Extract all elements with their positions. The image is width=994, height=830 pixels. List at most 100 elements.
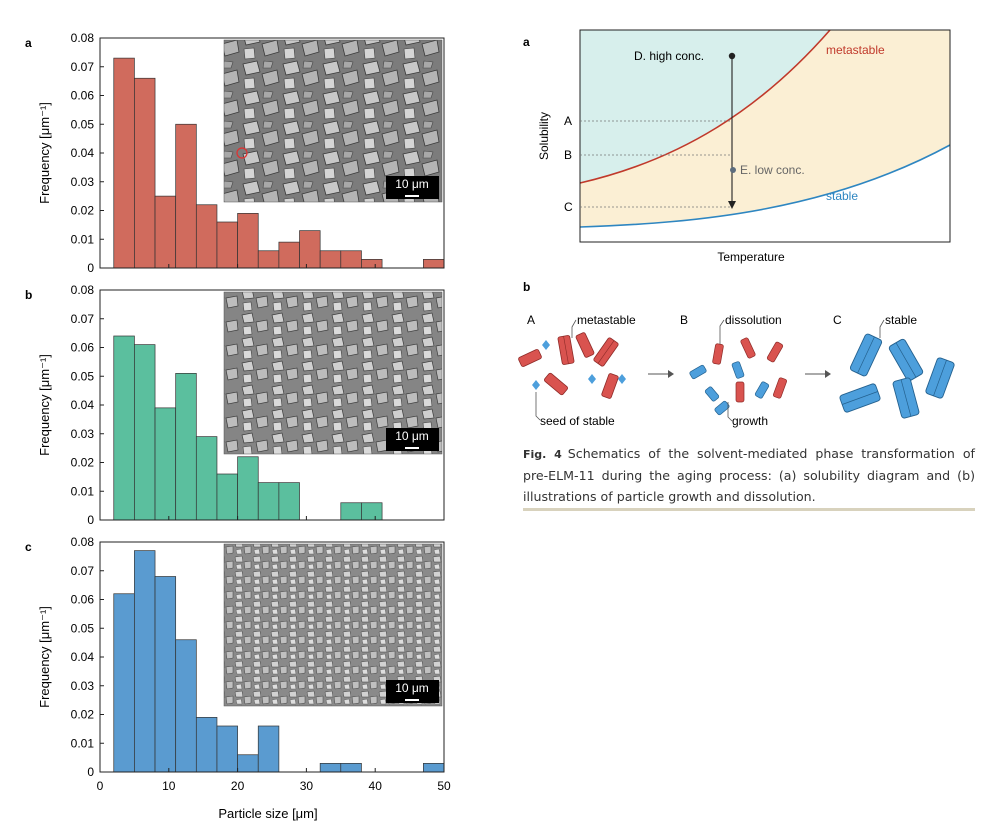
- histogram-bar: [237, 754, 259, 773]
- histogram-panel-a: 10 μm 0 0.01 0.02 0.03 0.04 0.05 0.06 0.07 0.08 a F…: [25, 31, 445, 275]
- histogram-bar: [216, 473, 238, 521]
- y-tick-label: 0.06: [71, 341, 95, 355]
- metastable-annotation: metastable: [577, 313, 636, 327]
- figure-caption: Fig. 4 Schematics of the solvent-mediated…: [523, 443, 975, 507]
- histogram-bar: [216, 221, 238, 269]
- solubility-diagram: a A B C D. high conc. E. low conc. metas…: [523, 29, 951, 264]
- histogram-bar: [340, 502, 362, 521]
- y-tick-label: 0.02: [71, 708, 95, 722]
- scalebar-label: 10 μm: [395, 429, 429, 443]
- growth-annotation: growth: [732, 414, 768, 428]
- stage-c-crystals: [839, 319, 955, 419]
- y-tick-label: 0.01: [71, 484, 95, 498]
- histogram-bar: [113, 57, 135, 269]
- metastable-curve: [579, 29, 831, 184]
- y-tick-label: 0.02: [71, 456, 95, 470]
- y-tick-label: 0.02: [71, 204, 95, 218]
- metastable-curve-label: metastable: [826, 43, 885, 57]
- histogram-bar: [319, 763, 342, 773]
- y-tick-label: 0.01: [71, 736, 95, 750]
- y-tick-label: 0.05: [71, 369, 95, 383]
- panel-letter: b: [25, 288, 32, 302]
- histogram-bar: [340, 250, 362, 269]
- sem-micrograph: [223, 543, 443, 707]
- point-e-label: E. low conc.: [740, 163, 805, 177]
- histogram-bar: [361, 259, 383, 269]
- y-axis-label: Frequency [μm⁻¹]: [37, 606, 52, 708]
- x-tick-label: 0: [97, 779, 104, 793]
- x-tick-label: 40: [369, 779, 383, 793]
- point-d-label: D. high conc.: [634, 49, 704, 63]
- histogram-bar: [423, 763, 445, 773]
- metastable-region: [580, 30, 950, 227]
- point-d-marker: [728, 52, 736, 60]
- transformation-schematic: b A B C metastable seed of stable: [518, 280, 955, 428]
- y-tick-label: 0.06: [71, 593, 95, 607]
- y-tick-label: 0.05: [71, 117, 95, 131]
- caption-text: Schematics of the solvent-mediated phase…: [523, 446, 975, 504]
- histogram-bar: [195, 717, 218, 773]
- histogram-bar: [237, 456, 259, 521]
- y-axis-label: Frequency [μm⁻¹]: [37, 102, 52, 204]
- stable-annotation: stable: [885, 313, 917, 327]
- seed-annotation: seed of stable: [540, 414, 615, 428]
- figure-number: Fig. 4: [523, 448, 562, 461]
- scalebar-box: [386, 428, 439, 451]
- temperature-axis-label: Temperature: [717, 250, 785, 264]
- y-tick-label: 0.03: [71, 175, 95, 189]
- stage-a-crystals: [518, 319, 626, 421]
- histogram-panel-c: 10 μm 0 0.01 0.02 0.03 0.04 0.05 0.06 0.07 0.08 0 1…: [25, 535, 451, 793]
- histogram-bar: [154, 576, 177, 773]
- y-tick-label: 0.04: [71, 398, 95, 412]
- dissolution-annotation: dissolution: [725, 313, 782, 327]
- histogram-bar: [299, 230, 321, 269]
- y-tick-label: 0.05: [71, 621, 95, 635]
- y-tick-label: 0.03: [71, 427, 95, 441]
- y-tick-label: 0.01: [71, 232, 95, 246]
- histogram-bar: [361, 502, 383, 521]
- histogram-bar: [154, 407, 177, 521]
- scalebar-box: [386, 176, 439, 199]
- level-b-label: B: [564, 148, 572, 162]
- stage-b-crystals: [689, 319, 787, 422]
- x-tick-label: 30: [300, 779, 314, 793]
- y-tick-label: 0.08: [71, 283, 95, 297]
- caption-rule: [523, 508, 975, 511]
- y-tick-label: 0.07: [71, 312, 95, 326]
- solubility-axis-label: Solubility: [537, 112, 551, 160]
- histogram-bar: [113, 593, 135, 773]
- histogram-bar: [257, 482, 280, 521]
- sem-micrograph: [223, 39, 443, 203]
- y-tick-label: 0.08: [71, 31, 95, 45]
- y-tick-label: 0.03: [71, 679, 95, 693]
- y-axis-label: Frequency [μm⁻¹]: [37, 354, 52, 456]
- histogram-bar: [154, 195, 177, 269]
- stable-curve: [579, 144, 951, 228]
- x-tick-label: 50: [437, 779, 451, 793]
- highlight-circle: [236, 147, 248, 159]
- histogram-bar: [175, 123, 197, 269]
- y-tick-label: 0.08: [71, 535, 95, 549]
- histogram-bar: [195, 436, 218, 521]
- unstable-region: [580, 30, 830, 183]
- histogram-bar: [278, 241, 300, 269]
- histogram-bar: [134, 77, 156, 269]
- histogram-bar: [319, 250, 342, 269]
- scalebar-box: [386, 680, 439, 703]
- level-c-label: C: [564, 200, 573, 214]
- y-tick-label: 0: [87, 765, 94, 779]
- stable-curve-label: stable: [826, 189, 858, 203]
- histogram-bar: [257, 250, 280, 269]
- panel-letter-a-right: a: [523, 35, 530, 49]
- histogram-bar: [257, 725, 280, 773]
- x-tick-label: 10: [162, 779, 176, 793]
- scalebar-label: 10 μm: [395, 177, 429, 191]
- sem-micrograph: [223, 291, 443, 455]
- panel-letter-b-right: b: [523, 280, 530, 294]
- y-tick-label: 0.06: [71, 89, 95, 103]
- y-tick-label: 0: [87, 513, 94, 527]
- y-tick-label: 0.04: [71, 146, 95, 160]
- x-tick-label: 20: [231, 779, 245, 793]
- histogram-bar: [195, 204, 218, 269]
